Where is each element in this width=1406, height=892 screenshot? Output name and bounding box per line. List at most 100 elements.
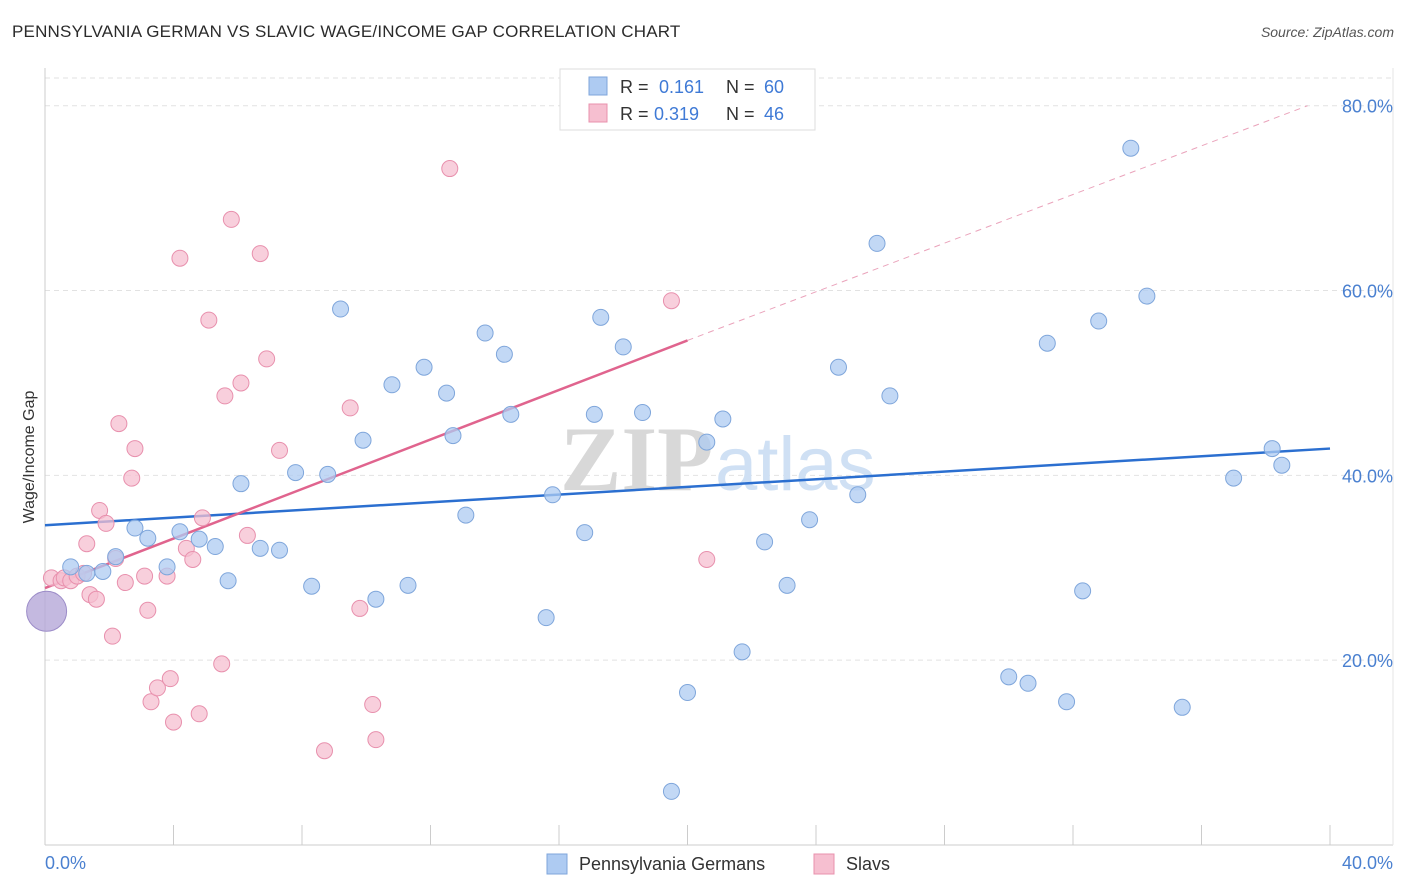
y-tick-label: 20.0% bbox=[1342, 651, 1393, 671]
data-point-pennsylvania-germans bbox=[1263, 440, 1281, 458]
data-point-slavs bbox=[126, 440, 144, 458]
data-point-slavs bbox=[200, 311, 218, 329]
chart-title: PENNSYLVANIA GERMAN VS SLAVIC WAGE/INCOM… bbox=[12, 22, 681, 41]
data-point-slavs bbox=[148, 679, 166, 697]
data-point-pennsylvania-germans bbox=[829, 358, 847, 376]
legend-n-label: N = bbox=[726, 104, 755, 124]
legend-n-value: 46 bbox=[764, 104, 784, 124]
data-point-slavs bbox=[139, 601, 157, 619]
watermark-atlas: atlas bbox=[715, 422, 876, 507]
data-point-pennsylvania-germans bbox=[62, 558, 80, 576]
data-point-pennsylvania-germans bbox=[415, 358, 433, 376]
axis-labels: 20.0% 40.0% 60.0% 80.0% 0.0% 40.0% bbox=[45, 97, 1393, 873]
data-point-pennsylvania-germans bbox=[190, 530, 208, 548]
data-point-slavs bbox=[171, 249, 189, 267]
data-point-overlap bbox=[26, 590, 68, 632]
data-point-slavs bbox=[142, 693, 160, 711]
data-point-slavs bbox=[87, 590, 105, 608]
data-point-pennsylvania-germans bbox=[78, 564, 96, 582]
data-point-pennsylvania-germans bbox=[634, 404, 652, 422]
stats-legend: R = 0.161 N = 60 R = 0.319 N = 46 bbox=[559, 68, 816, 131]
trend-lines bbox=[44, 105, 1331, 590]
data-point-pennsylvania-germans bbox=[438, 384, 456, 402]
data-point-slavs bbox=[662, 292, 680, 310]
data-point-slavs bbox=[258, 350, 276, 368]
data-point-pennsylvania-germans bbox=[126, 519, 144, 537]
axes bbox=[44, 68, 1394, 846]
data-point-slavs bbox=[367, 731, 385, 749]
data-point-pennsylvania-germans bbox=[139, 529, 157, 547]
data-point-pennsylvania-germans bbox=[1019, 674, 1037, 692]
data-point-slavs bbox=[161, 670, 179, 688]
series-legend-swatch-slavs bbox=[813, 853, 835, 875]
data-points bbox=[26, 139, 1291, 800]
data-point-pennsylvania-germans bbox=[1138, 287, 1156, 305]
data-point-slavs bbox=[251, 245, 269, 263]
trend-line-slavs-extension bbox=[687, 105, 1308, 341]
data-point-pennsylvania-germans bbox=[585, 405, 603, 423]
legend-r-value: 0.161 bbox=[659, 77, 704, 97]
y-axis-title: Wage/Income Gap bbox=[21, 391, 38, 524]
data-point-slavs bbox=[165, 713, 182, 731]
data-point-slavs bbox=[222, 210, 240, 228]
data-point-pennsylvania-germans bbox=[1173, 698, 1191, 716]
data-point-pennsylvania-germans bbox=[544, 486, 562, 504]
data-point-pennsylvania-germans bbox=[399, 576, 417, 594]
series-legend: Pennsylvania Germans Slavs bbox=[546, 853, 890, 875]
data-point-pennsylvania-germans bbox=[1090, 312, 1108, 330]
data-point-slavs bbox=[698, 550, 716, 568]
data-point-pennsylvania-germans bbox=[171, 523, 189, 541]
data-point-pennsylvania-germans bbox=[1122, 139, 1140, 157]
data-point-slavs bbox=[123, 469, 141, 487]
data-point-pennsylvania-germans bbox=[698, 433, 716, 451]
data-point-pennsylvania-germans bbox=[354, 431, 372, 449]
data-point-slavs bbox=[116, 574, 134, 592]
data-point-pennsylvania-germans bbox=[502, 405, 520, 423]
data-point-pennsylvania-germans bbox=[232, 475, 250, 493]
data-point-pennsylvania-germans bbox=[319, 465, 337, 483]
data-point-pennsylvania-germans bbox=[714, 410, 732, 428]
data-point-slavs bbox=[78, 535, 96, 553]
series-legend-label-slavs: Slavs bbox=[846, 854, 890, 874]
data-point-pennsylvania-germans bbox=[881, 387, 899, 405]
data-point-pennsylvania-germans bbox=[251, 539, 269, 557]
y-tick-label: 80.0% bbox=[1342, 97, 1393, 117]
data-point-slavs bbox=[213, 655, 231, 673]
legend-swatch-pennsylvania-germans bbox=[588, 76, 608, 96]
data-point-pennsylvania-germans bbox=[576, 524, 594, 542]
data-point-pennsylvania-germans bbox=[1058, 693, 1076, 711]
trend-line-pennsylvania-germans bbox=[44, 447, 1331, 527]
legend-n-value: 60 bbox=[764, 77, 784, 97]
legend-r-label: R = bbox=[620, 104, 649, 124]
series-legend-swatch-pennsylvania-germans bbox=[546, 853, 568, 875]
data-point-pennsylvania-germans bbox=[801, 511, 819, 529]
data-point-pennsylvania-germans bbox=[537, 609, 555, 627]
data-point-pennsylvania-germans bbox=[287, 464, 305, 482]
data-point-pennsylvania-germans bbox=[733, 643, 751, 661]
data-point-pennsylvania-germans bbox=[444, 427, 462, 445]
data-point-pennsylvania-germans bbox=[476, 324, 494, 342]
x-tick-label: 40.0% bbox=[1342, 853, 1393, 873]
data-point-pennsylvania-germans bbox=[332, 300, 350, 318]
data-point-slavs bbox=[193, 509, 211, 527]
data-point-pennsylvania-germans bbox=[662, 782, 680, 800]
legend-n-label: N = bbox=[726, 77, 755, 97]
data-point-pennsylvania-germans bbox=[868, 234, 886, 252]
data-point-pennsylvania-germans bbox=[271, 541, 289, 559]
data-point-slavs bbox=[441, 160, 459, 178]
trend-line-slavs bbox=[44, 339, 688, 590]
data-point-slavs bbox=[364, 696, 382, 714]
data-point-pennsylvania-germans bbox=[303, 577, 321, 595]
data-point-pennsylvania-germans bbox=[614, 338, 632, 356]
data-point-pennsylvania-germans bbox=[495, 345, 513, 363]
data-point-slavs bbox=[97, 514, 115, 532]
data-point-pennsylvania-germans bbox=[1038, 334, 1056, 352]
data-point-slavs bbox=[271, 441, 289, 459]
data-point-pennsylvania-germans bbox=[778, 576, 796, 594]
data-point-pennsylvania-germans bbox=[592, 308, 610, 326]
chart-source: Source: ZipAtlas.com bbox=[1260, 24, 1394, 40]
data-point-slavs bbox=[238, 526, 256, 544]
data-point-pennsylvania-germans bbox=[1273, 456, 1291, 474]
legend-swatch-slavs bbox=[588, 103, 608, 123]
data-point-pennsylvania-germans bbox=[1225, 469, 1243, 487]
